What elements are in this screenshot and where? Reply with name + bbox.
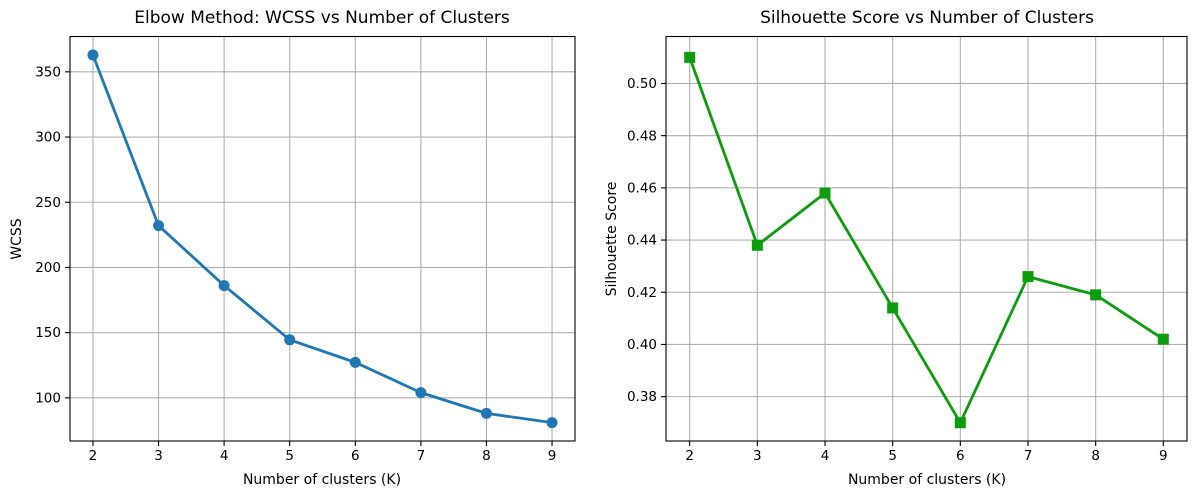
y-tick-label: 0.38 (627, 389, 657, 405)
x-tick-label: 9 (1159, 448, 1168, 464)
y-tick-label: 0.44 (627, 233, 657, 249)
silhouette-score-chart: 2 3 4 5 6 7 8 9 0.38 0.40 0.42 0.44 0.46 0.48 0.50 Sil… (600, 0, 1200, 500)
plot-spines (69, 35, 576, 442)
data-point-marker (751, 239, 763, 251)
data-point-marker (480, 407, 492, 419)
x-tick-label: 4 (821, 448, 830, 464)
x-tick-label: 9 (548, 448, 557, 464)
x-tick-label: 5 (285, 448, 294, 464)
x-tick-label: 3 (154, 448, 163, 464)
data-point-marker (546, 417, 558, 429)
x-tick-label: 5 (888, 448, 897, 464)
data-point-marker (284, 334, 296, 346)
elbow-method-chart: 2 3 4 5 6 7 8 9 100 150 200 250 300 350 Elbow Method:… (9, 8, 576, 488)
x-tick-label: 6 (956, 448, 965, 464)
x-tick-label: 2 (685, 448, 694, 464)
y-tick-label: 100 (35, 390, 61, 406)
x-axis-label: Number of clusters (K) (847, 472, 1007, 488)
x-tick-label: 4 (220, 448, 229, 464)
y-tick-label: 200 (35, 260, 61, 276)
y-tick-label: 0.50 (627, 76, 657, 92)
data-point-marker (87, 49, 99, 61)
data-point-marker (349, 356, 361, 368)
data-point-marker (887, 302, 899, 314)
data-point-marker (819, 187, 831, 199)
data-point-marker (415, 387, 427, 399)
data-point-marker (684, 51, 696, 63)
y-tick-label: 150 (35, 325, 61, 341)
y-axis-label: Silhouette Score (604, 181, 620, 297)
elbow-plot-svg: 2 3 4 5 6 7 8 9 100 150 200 250 300 350 (35, 35, 576, 464)
y-tick-label: 300 (35, 130, 61, 146)
y-tick-label: 0.40 (627, 337, 657, 353)
series-line (688, 55, 1165, 425)
data-point-marker (1157, 333, 1169, 345)
y-tick-label: 250 (35, 195, 61, 211)
x-tick-label: 7 (417, 448, 426, 464)
y-axis-label: WCSS (9, 218, 25, 260)
plot-spines (665, 35, 1188, 442)
x-tick-label: 6 (351, 448, 360, 464)
y-tick-label: 0.42 (627, 285, 657, 301)
silhouette-plot-svg: 2 3 4 5 6 7 8 9 0.38 0.40 0.42 0.44 0.46 0.48 0.50 (627, 35, 1188, 464)
data-point-marker (1090, 289, 1102, 301)
x-tick-label: 7 (1024, 448, 1033, 464)
data-point-marker (954, 417, 966, 429)
chart-title: Elbow Method: WCSS vs Number of Clusters (134, 8, 510, 28)
y-tick-label: 0.46 (627, 180, 657, 196)
series-line (91, 53, 554, 425)
data-point-marker (218, 280, 230, 292)
data-point-marker (153, 220, 165, 232)
x-tick-label: 3 (753, 448, 762, 464)
y-tick-label: 350 (35, 64, 61, 80)
y-tick-label: 0.48 (627, 128, 657, 144)
x-tick-label: 8 (482, 448, 491, 464)
data-point-marker (1022, 271, 1034, 283)
chart-title: Silhouette Score vs Number of Clusters (760, 8, 1094, 28)
x-tick-label: 8 (1091, 448, 1100, 464)
x-tick-label: 2 (89, 448, 98, 464)
x-axis-label: Number of clusters (K) (242, 472, 402, 488)
